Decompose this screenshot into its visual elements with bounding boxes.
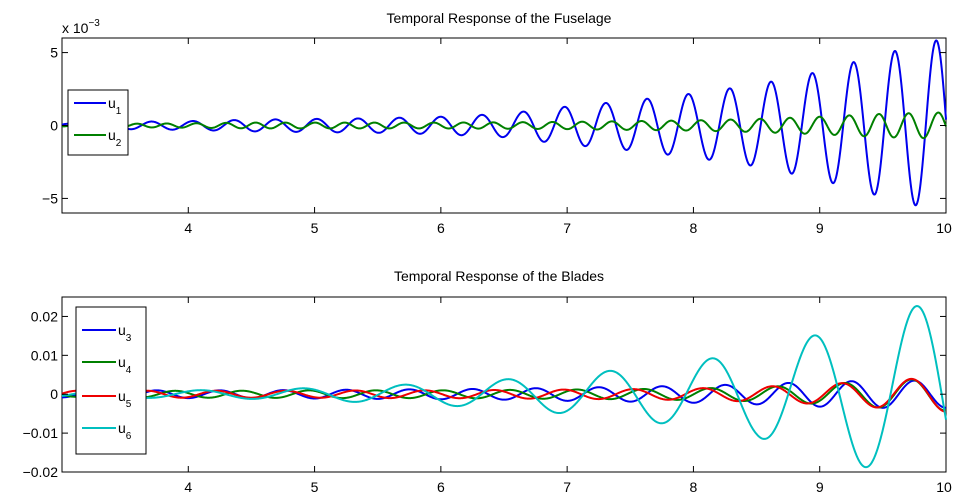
- fuselage-legend-label-u1: u1: [108, 95, 122, 117]
- fuselage-legend: u1 u2: [67, 89, 129, 156]
- blades-legend-label-u4: u4: [118, 354, 132, 376]
- fuselage-legend-sub-u1: 1: [116, 106, 122, 117]
- fuselage-xtick-label: 9: [816, 220, 824, 236]
- fuselage-legend-box: [67, 89, 129, 156]
- blades-xtick-label: 8: [690, 479, 698, 495]
- blades-legend-sub-u4: 4: [126, 365, 132, 376]
- fuselage-legend-name-u2: u: [108, 127, 116, 143]
- blades-ytick-label: −0.01: [23, 425, 59, 441]
- blades-xtick-label: 5: [311, 479, 319, 495]
- fuselage-xtick-label: 7: [563, 220, 571, 236]
- fuselage-legend-name-u1: u: [108, 95, 116, 111]
- fuselage-series-line-u2: [61, 111, 947, 140]
- fuselage-xtick-label: 10: [936, 220, 952, 236]
- fuselage-series-lines: [61, 39, 947, 207]
- blades-legend-label-u5: u5: [118, 388, 132, 410]
- blades-series-line-u6: [61, 305, 947, 469]
- blades-ytick-label: 0.02: [31, 308, 58, 324]
- blades-legend-name-u3: u: [118, 322, 126, 338]
- fuselage-y-multiplier: x 10−3: [62, 18, 100, 36]
- blades-xtick-label: 6: [437, 479, 445, 495]
- fuselage-xtick-label: 4: [184, 220, 192, 236]
- blades-legend-box: [75, 306, 147, 455]
- blades-ytick-label: 0: [50, 386, 58, 402]
- fuselage-legend-label-u2: u2: [108, 127, 122, 149]
- fuselage-ytick-label: 0: [50, 118, 58, 134]
- blades-legend-sub-u3: 3: [126, 333, 132, 344]
- fuselage-legend-sub-u2: 2: [116, 138, 122, 149]
- blades-legend-name-u6: u: [118, 420, 126, 436]
- fuselage-chart-title: Temporal Response of the Fuselage: [387, 10, 612, 26]
- fuselage-y-multiplier-exponent: −3: [88, 18, 100, 29]
- fuselage-series-line-u1: [61, 39, 947, 207]
- blades-ytick-label: 0.01: [31, 347, 58, 363]
- blades-legend-label-u6: u6: [118, 420, 132, 442]
- blades-axis-ticks: 4 5 6 7 8 9 10 0.02 0.01 0 −0.01 −0.02: [23, 297, 952, 495]
- fuselage-ytick-label: −5: [42, 190, 58, 206]
- fuselage-ytick-label: 5: [50, 45, 58, 61]
- blades-xtick-label: 10: [936, 479, 952, 495]
- blades-axes-box: [61, 296, 947, 473]
- fuselage-xtick-label: 6: [437, 220, 445, 236]
- fuselage-panel: Temporal Response of the Fuselage 4 5 6 7 8 9…: [42, 10, 952, 236]
- blades-legend: u3 u4 u5 u6: [75, 306, 147, 455]
- fuselage-y-multiplier-base: x 10: [62, 20, 89, 36]
- blades-legend-name-u5: u: [118, 388, 126, 404]
- blades-xtick-label: 9: [816, 479, 824, 495]
- blades-legend-label-u3: u3: [118, 322, 132, 344]
- fuselage-axis-ticks: 4 5 6 7 8 9 10 −5 0 5: [42, 38, 952, 236]
- blades-chart-title: Temporal Response of the Blades: [394, 268, 604, 284]
- blades-xtick-label: 4: [184, 479, 192, 495]
- blades-legend-sub-u5: 5: [126, 399, 132, 410]
- fuselage-xtick-label: 8: [690, 220, 698, 236]
- blades-plot-area: 4 5 6 7 8 9 10 0.02 0.01 0 −0.01 −0.02: [23, 296, 952, 495]
- blades-legend-sub-u6: 6: [126, 431, 132, 442]
- blades-legend-name-u4: u: [118, 354, 126, 370]
- blades-series-lines: [61, 305, 947, 469]
- blades-panel: Temporal Response of the Blades 4 5 6 7 8 9 10…: [23, 268, 952, 495]
- fuselage-axes-box: [61, 37, 947, 214]
- blades-xtick-label: 7: [563, 479, 571, 495]
- fuselage-plot-area: 4 5 6 7 8 9 10 −5 0 5: [42, 37, 952, 236]
- blades-ytick-label: −0.02: [23, 464, 59, 480]
- fuselage-xtick-label: 5: [311, 220, 319, 236]
